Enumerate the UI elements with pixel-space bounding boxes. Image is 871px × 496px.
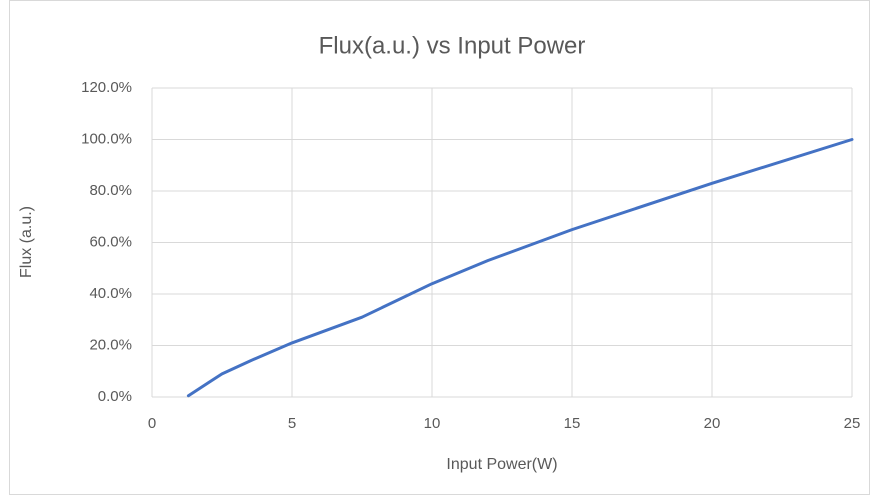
y-tick-label: 20.0% [89, 336, 132, 353]
y-axis-title: Flux (a.u.) [18, 206, 35, 278]
x-tick-label: 10 [424, 415, 441, 432]
y-tick-label: 80.0% [89, 182, 132, 199]
x-tick-label: 5 [288, 415, 296, 432]
x-tick-label: 25 [844, 415, 861, 432]
x-tick-label: 20 [704, 415, 721, 432]
x-tick-label: 15 [564, 415, 581, 432]
y-tick-label: 40.0% [89, 285, 132, 302]
chart-border [9, 0, 870, 495]
line [186, 138, 854, 398]
y-tick-label: 120.0% [81, 79, 132, 96]
y-tick-label: 60.0% [89, 233, 132, 250]
y-tick-label: 0.0% [98, 388, 132, 405]
x-axis-title: Input Power(W) [446, 456, 557, 473]
y-tick-label: 100.0% [81, 130, 132, 147]
chart-title: Flux(a.u.) vs Input Power [319, 32, 586, 59]
x-tick-label: 0 [148, 415, 156, 432]
